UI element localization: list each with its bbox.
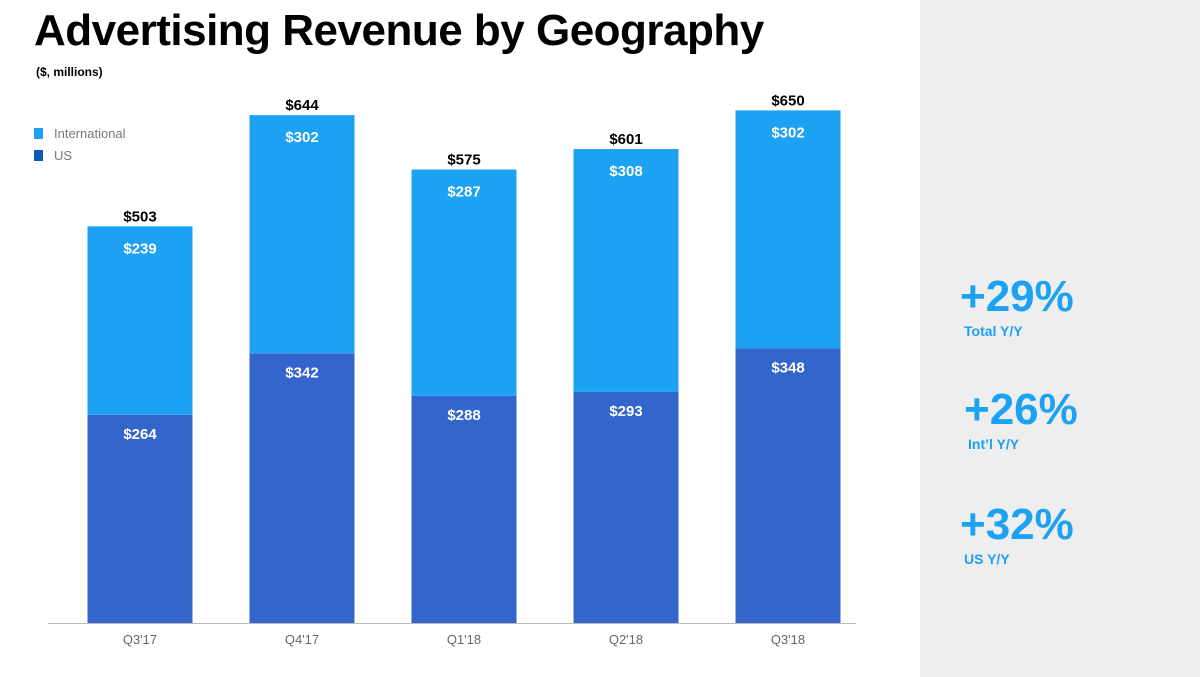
total-label: $601 [609,131,642,148]
metric-total-value: +29% [960,272,1074,321]
legend-swatch-us [34,149,43,161]
us-value-label: $293 [609,403,642,420]
bar-us [87,414,193,623]
legend-label-us: US [54,147,73,163]
bar-us [249,353,355,623]
metric-total: +29% Total Y/Y [960,272,1074,340]
metric-us: +32% US Y/Y [960,500,1074,568]
bar-international [411,169,517,396]
metric-intl-label: Int’l Y/Y [968,436,1020,452]
metric-total-label: Total Y/Y [964,323,1023,339]
us-value-label: $288 [447,407,480,424]
international-value-label: $302 [771,124,804,141]
legend-swatch-international [34,127,43,139]
x-tick-label: Q3'17 [123,632,157,647]
bar-international [87,226,193,415]
x-tick-label: Q4'17 [285,632,319,647]
us-value-label: $348 [771,360,804,377]
total-label: $650 [771,92,804,109]
metric-us-value: +32% [960,500,1074,549]
international-value-label: $308 [609,163,642,180]
legend-item-international: International [34,122,126,144]
total-label: $644 [285,97,319,114]
x-tick-label: Q1'18 [447,632,481,647]
bar-us [735,348,841,623]
bar-international [735,110,841,349]
bar-us [411,395,517,623]
metric-intl: +26% Int’l Y/Y [964,385,1078,453]
international-value-label: $239 [123,240,156,257]
total-label: $503 [123,208,156,225]
bar-international [573,149,679,392]
x-tick-label: Q2'18 [609,632,643,647]
us-value-label: $264 [123,426,157,443]
units-subtitle: ($, millions) [36,65,103,79]
x-tick-label: Q3'18 [771,632,805,647]
international-value-label: $287 [447,184,480,201]
legend-item-us: US [34,144,126,166]
metrics-panel: +29% Total Y/Y +26% Int’l Y/Y +32% US Y/… [920,0,1200,677]
bar-us [573,391,679,623]
us-value-label: $342 [285,364,318,381]
revenue-bar-chart: $503 $239 $264 Q3'17 $644 $302 $342 Q4'17 $575 $2… [48,92,856,647]
international-value-label: $302 [285,129,318,146]
chart-legend: International US [34,122,126,166]
metric-us-label: US Y/Y [964,551,1010,567]
slide: Advertising Revenue by Geography ($, mil… [34,6,856,647]
metric-intl-value: +26% [964,385,1078,434]
total-label: $575 [447,152,480,169]
page-title: Advertising Revenue by Geography [34,6,764,55]
bar-international [249,115,355,354]
legend-label-international: International [54,125,126,141]
